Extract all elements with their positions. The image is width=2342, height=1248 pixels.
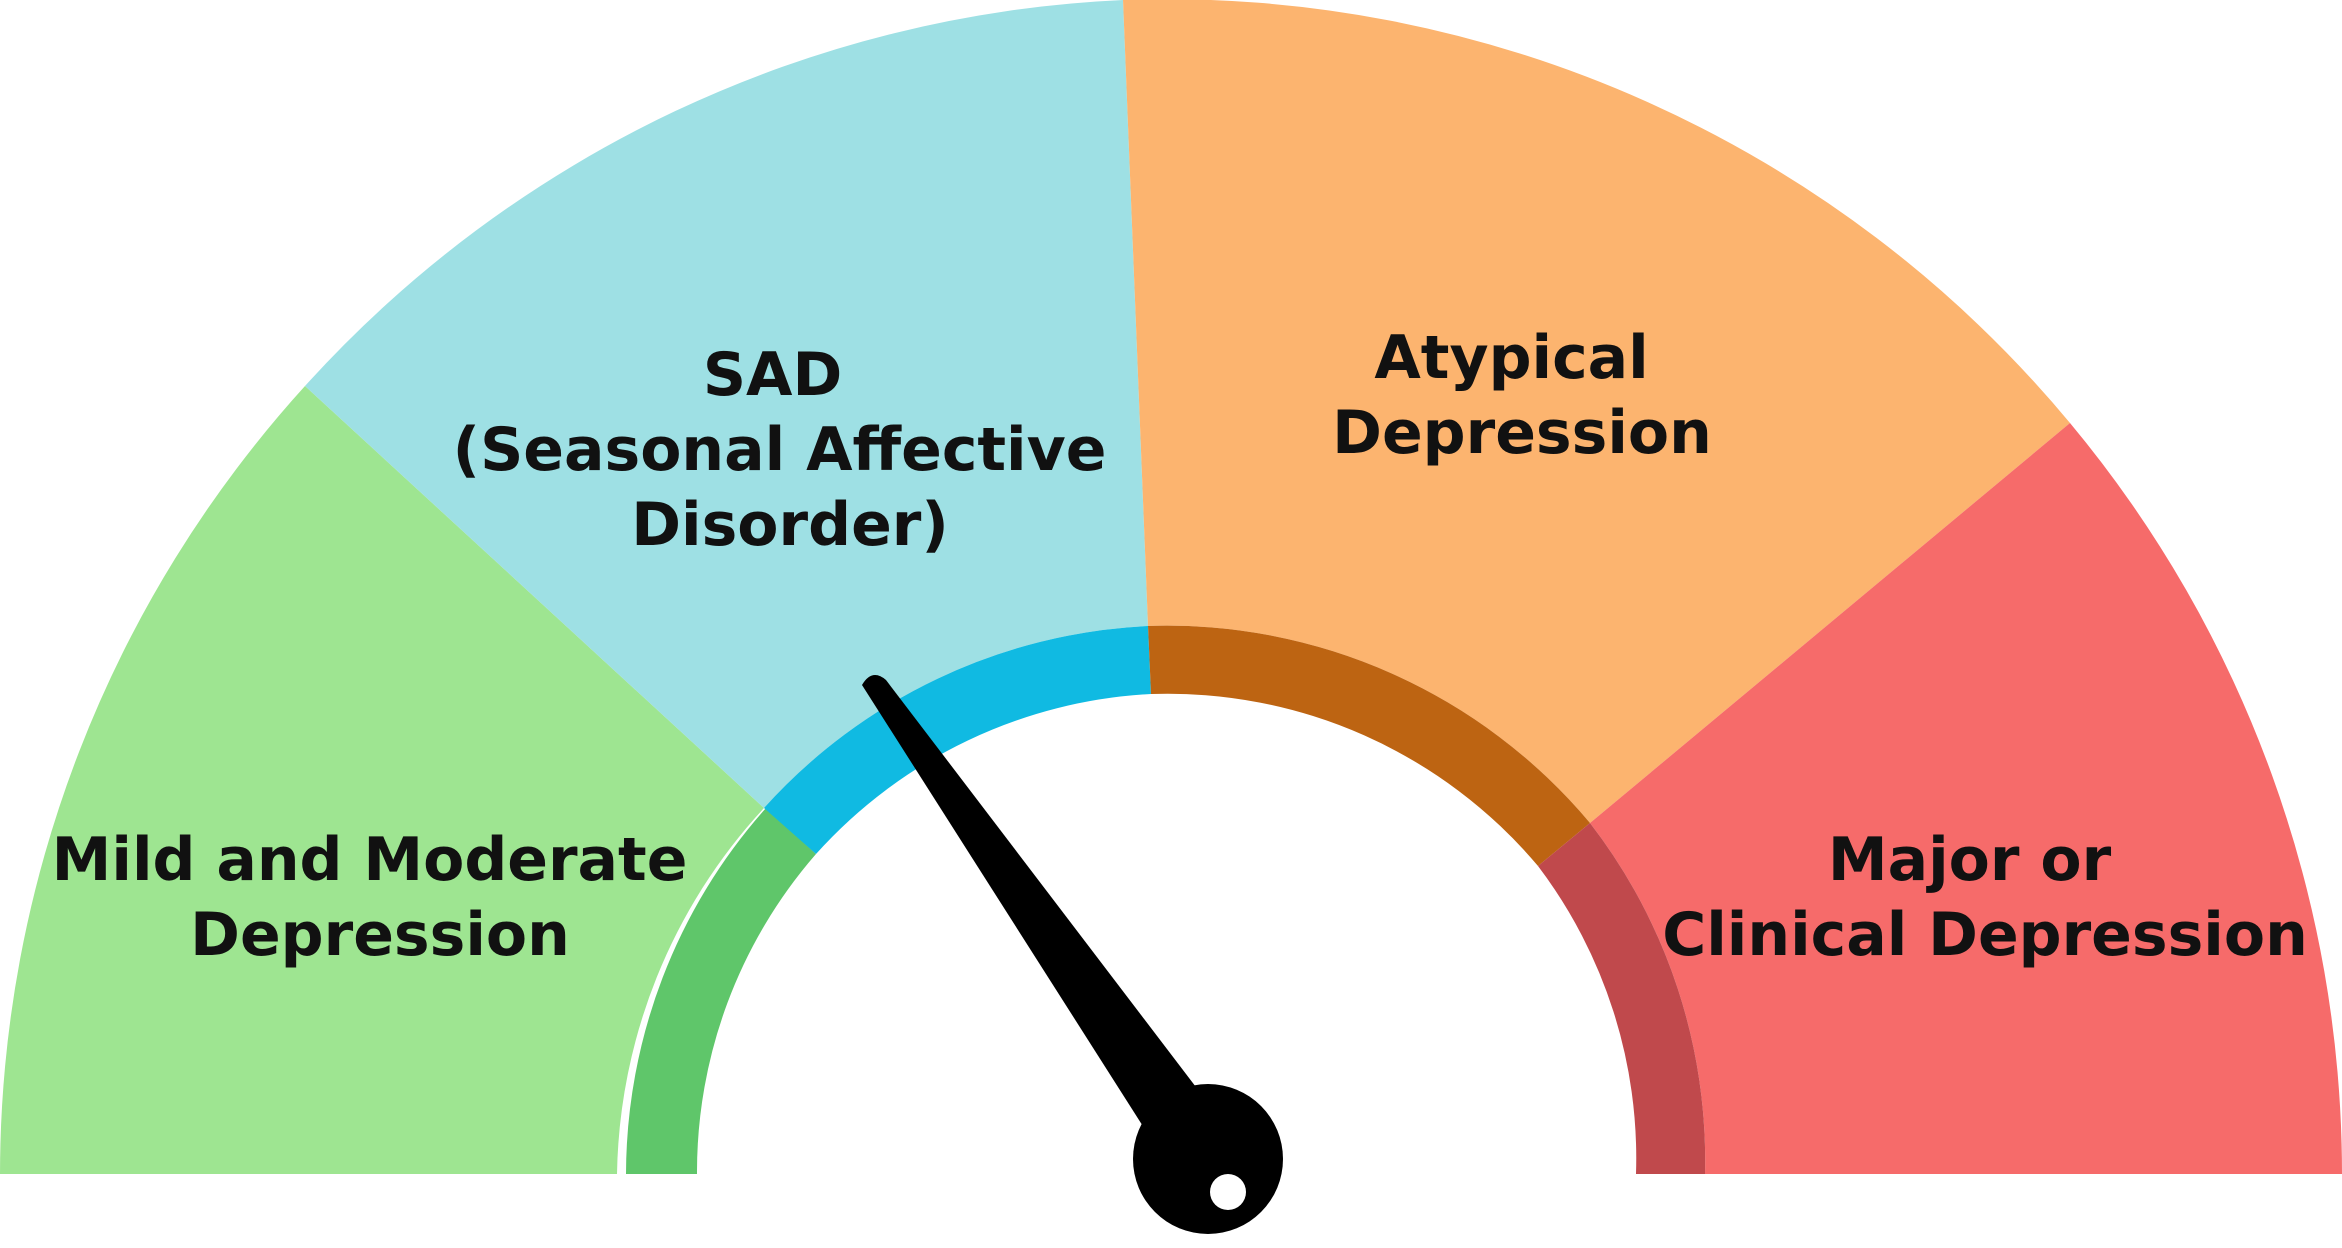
segment-sad [305, 0, 1148, 808]
label-atypical-depression: Atypical Depression [1332, 323, 1712, 468]
needle-pivot-pin [1210, 1174, 1246, 1210]
label-line: Major or [1828, 825, 2112, 895]
label-line: Atypical [1374, 323, 1648, 393]
segment-major-clinical-depression [1590, 423, 2342, 1174]
label-line: Clinical Depression [1662, 900, 2308, 970]
gauge-needle [862, 675, 1283, 1234]
inner-band-mild [626, 808, 816, 1174]
needle-pointer [862, 675, 1202, 1131]
inner-band-major [1538, 823, 1706, 1174]
segment-mild-moderate-depression [0, 386, 764, 1174]
segment-atypical-depression [1123, 0, 2070, 823]
inner-band-sad [764, 626, 1151, 854]
label-line: SAD [703, 340, 842, 410]
label-line: Disorder) [631, 490, 949, 560]
label-sad: SAD (Seasonal Affective Disorder) [453, 340, 1128, 560]
label-line: Depression [190, 900, 570, 970]
label-mild-moderate-depression: Mild and Moderate Depression [52, 825, 709, 970]
label-line: Depression [1332, 398, 1712, 468]
label-line: (Seasonal Affective [453, 415, 1107, 485]
needle-hub [1133, 1084, 1283, 1234]
label-line: Mild and Moderate [52, 825, 688, 895]
label-major-clinical-depression: Major or Clinical Depression [1662, 825, 2308, 970]
inner-band-atypical [1148, 625, 1590, 866]
